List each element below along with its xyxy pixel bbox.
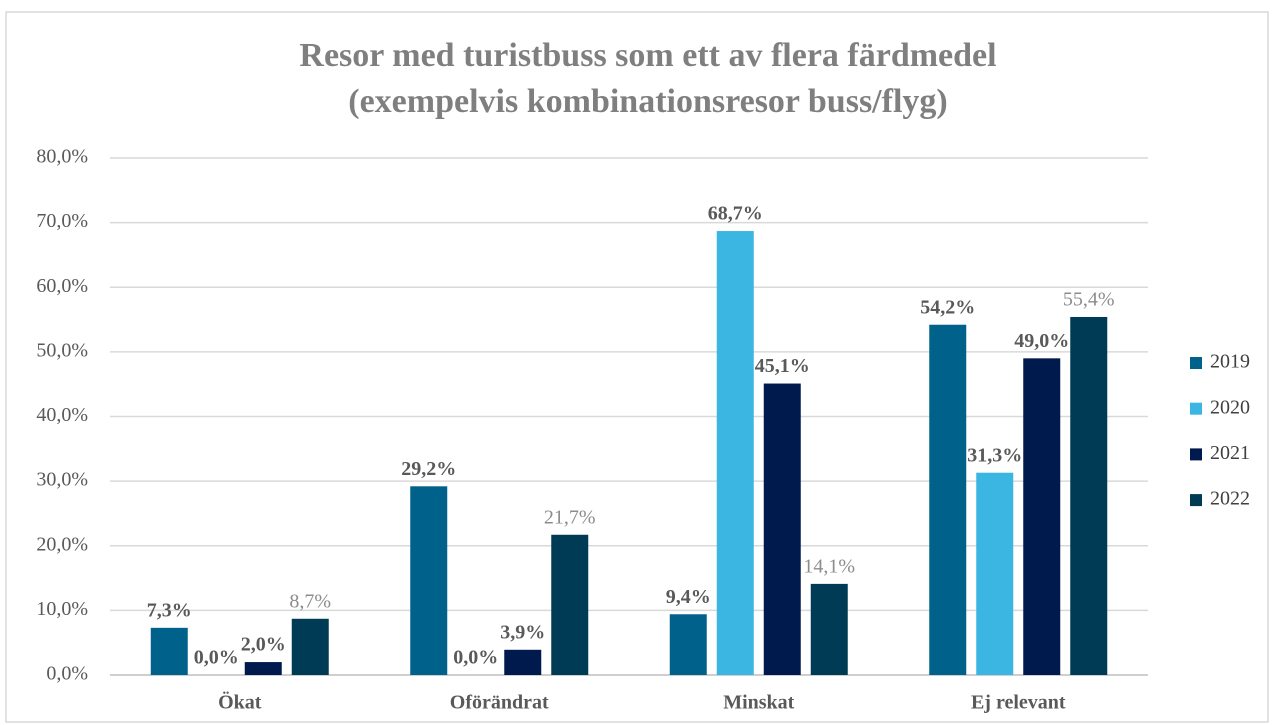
data-label: 14,1% — [803, 555, 855, 577]
data-label: 9,4% — [666, 586, 711, 608]
y-tick-label: 50,0% — [36, 339, 88, 361]
x-tick-label: Ej relevant — [971, 692, 1066, 714]
y-tick-label: 0,0% — [46, 663, 88, 685]
data-label: 21,7% — [544, 506, 596, 528]
data-label: 0,0% — [194, 647, 239, 669]
bar — [150, 627, 188, 675]
y-tick-label: 30,0% — [36, 469, 88, 491]
y-tick-label: 10,0% — [36, 598, 88, 620]
data-label: 2,0% — [241, 634, 286, 656]
y-tick-label: 80,0% — [36, 146, 88, 168]
bar — [410, 486, 448, 675]
legend-swatch — [1190, 448, 1202, 461]
data-label: 55,4% — [1063, 289, 1115, 311]
data-label: 8,7% — [289, 590, 331, 612]
legend-label: 2020 — [1210, 396, 1250, 418]
bar — [1023, 358, 1061, 675]
y-tick-label: 70,0% — [36, 210, 88, 232]
bar — [504, 649, 542, 675]
data-label: 31,3% — [967, 444, 1022, 466]
data-label: 3,9% — [500, 621, 545, 643]
y-tick-label: 60,0% — [36, 275, 88, 297]
bar — [976, 472, 1014, 675]
legend-label: 2022 — [1210, 488, 1250, 510]
data-label: 68,7% — [708, 203, 763, 225]
data-label: 45,1% — [755, 355, 810, 377]
bar — [763, 383, 801, 675]
legend-swatch — [1190, 494, 1202, 507]
chart-title: (exempelvis kombinationsresor buss/flyg) — [348, 83, 947, 120]
data-label: 29,2% — [401, 458, 456, 480]
bar — [669, 614, 707, 675]
chart-title: Resor med turistbuss som ett av flera fä… — [299, 37, 996, 74]
bar — [929, 324, 967, 675]
legend-label: 2021 — [1210, 442, 1250, 464]
y-tick-label: 20,0% — [36, 533, 88, 555]
legend-swatch — [1190, 402, 1202, 415]
y-tick-label: 40,0% — [36, 404, 88, 426]
data-label: 0,0% — [453, 647, 498, 669]
data-label: 7,3% — [147, 599, 192, 621]
bar — [551, 534, 589, 675]
x-tick-label: Ökat — [218, 691, 262, 714]
bar — [244, 662, 282, 675]
bar — [810, 583, 848, 675]
bar — [716, 231, 754, 675]
legend-swatch — [1190, 357, 1202, 369]
bar — [1070, 316, 1108, 675]
data-label: 49,0% — [1014, 330, 1069, 352]
x-tick-label: Oförändrat — [450, 692, 549, 714]
x-tick-label: Minskat — [723, 692, 794, 714]
data-label: 54,2% — [920, 296, 975, 318]
legend-label: 2019 — [1210, 351, 1250, 373]
bar — [291, 618, 329, 675]
